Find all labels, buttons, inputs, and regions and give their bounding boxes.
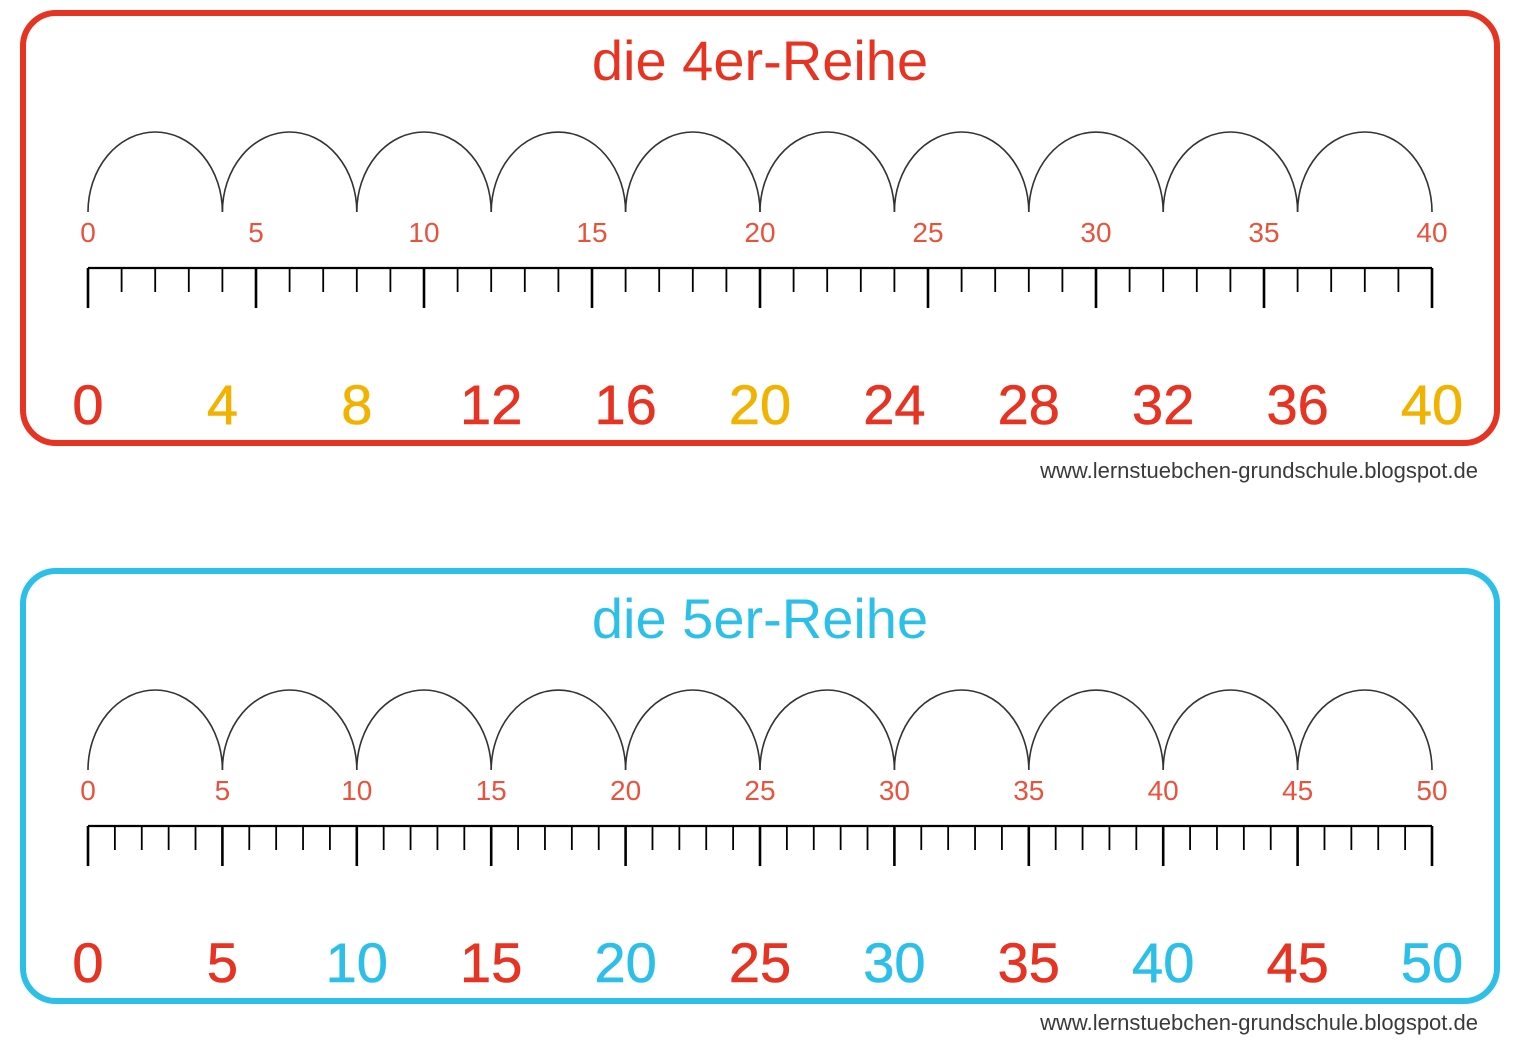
result-label: 45 [1266,931,1328,994]
arc-label: 15 [576,217,607,248]
jump-arc [760,132,894,212]
result-label: 30 [863,931,925,994]
result-label: 36 [1266,373,1328,436]
result-label: 40 [1132,931,1194,994]
jump-arc [760,690,894,770]
arc-label: 0 [80,217,96,248]
result-label: 35 [998,931,1060,994]
result-label: 10 [326,931,388,994]
result-label: 16 [594,373,656,436]
arc-label: 0 [80,775,96,806]
arc-label: 30 [879,775,910,806]
result-label: 4 [207,373,238,436]
result-label: 5 [207,931,238,994]
result-label: 32 [1132,373,1194,436]
jump-arc [222,132,356,212]
jump-arc [357,690,491,770]
result-label: 12 [460,373,522,436]
arc-label: 20 [610,775,641,806]
jump-arc [1298,690,1432,770]
arc-label: 45 [1282,775,1313,806]
jump-arc [1163,132,1297,212]
jump-arc [894,132,1028,212]
credit-line: www.lernstuebchen-grundschule.blogspot.d… [1040,1010,1478,1036]
arc-label: 50 [1416,775,1447,806]
number-line-4er: 0 5 10 15 20 25 30 35 40 0 4 8 12 16 20 24 28 32 36 40 [26,16,1494,440]
jump-arc [1298,132,1432,212]
credit-line: www.lernstuebchen-grundschule.blogspot.d… [1040,458,1478,484]
result-label: 24 [863,373,925,436]
result-label: 40 [1401,373,1463,436]
arc-label: 25 [744,775,775,806]
arc-label: 40 [1416,217,1447,248]
jump-arc [491,690,625,770]
result-label: 20 [594,931,656,994]
result-label: 0 [72,373,103,436]
result-label: 8 [341,373,372,436]
arc-label: 10 [408,217,439,248]
jump-arc [491,132,625,212]
jump-arc [1029,690,1163,770]
jump-arc [1029,132,1163,212]
arc-label: 35 [1013,775,1044,806]
jump-arc [222,690,356,770]
arc-label: 40 [1148,775,1179,806]
arc-label: 20 [744,217,775,248]
arc-label: 15 [476,775,507,806]
result-label: 50 [1401,931,1463,994]
jump-arc [626,132,760,212]
jump-arc [1163,690,1297,770]
number-line-5er: 0 5 10 15 20 25 30 35 40 45 50 0 5 10 15 20 25 30 35 40 45 50 [26,574,1494,998]
result-label: 20 [729,373,791,436]
jump-arc [357,132,491,212]
panel-4er-reihe: die 4er-Reihe 05101520253035400481216202… [20,10,1500,446]
jump-arc [88,132,222,212]
result-label: 0 [72,931,103,994]
result-label: 28 [998,373,1060,436]
panel-5er-reihe: die 5er-Reihe 05101520253035404550051015… [20,568,1500,1004]
arc-label: 25 [912,217,943,248]
arc-label: 30 [1080,217,1111,248]
result-label: 15 [460,931,522,994]
result-label: 25 [729,931,791,994]
arc-label: 5 [248,217,264,248]
arc-label: 5 [215,775,231,806]
arc-label: 35 [1248,217,1279,248]
arc-label: 10 [341,775,372,806]
jump-arc [894,690,1028,770]
jump-arc [88,690,222,770]
jump-arc [626,690,760,770]
